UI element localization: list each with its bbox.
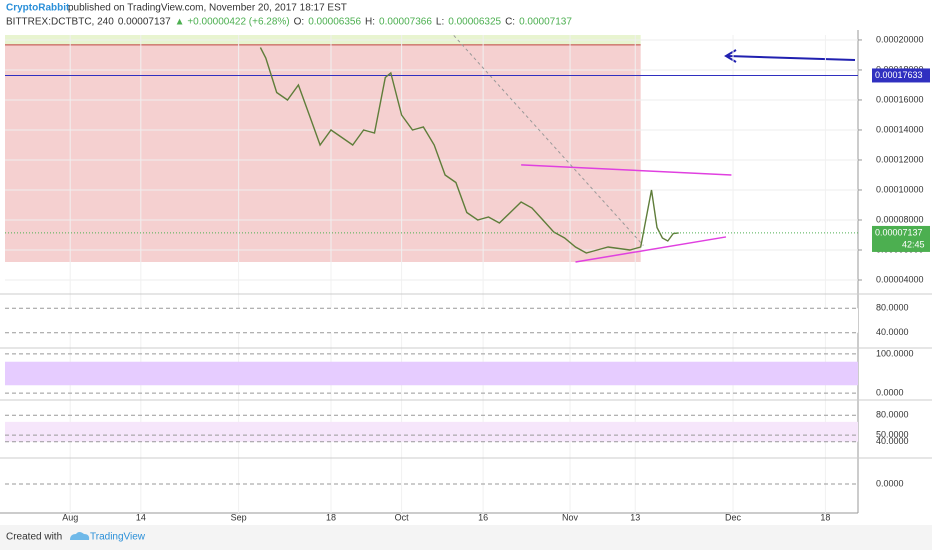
x-tick-label: Dec: [725, 512, 742, 522]
timer-label: 42:45: [902, 239, 925, 249]
header-field: 0.00007137: [519, 17, 572, 28]
footer-bar: [0, 525, 932, 550]
header-field: H:: [365, 17, 375, 28]
last-price-label: 0.00007137: [875, 227, 923, 237]
pane-level-label: 80.0000: [876, 410, 909, 420]
header-field: 0.00006356: [308, 17, 361, 28]
header-field: 0.00006325: [448, 17, 501, 28]
y-tick-label: 0.00016000: [876, 94, 924, 104]
level-label: 0.00017633: [875, 70, 923, 80]
x-tick-label: Oct: [395, 512, 410, 522]
x-tick-label: Sep: [231, 512, 247, 522]
trendline: [453, 35, 644, 246]
trendline: [575, 236, 727, 263]
x-tick-label: 14: [136, 512, 146, 522]
pane-level-label: 50.0000: [876, 430, 909, 440]
published: published on TradingView.com, November 2…: [68, 3, 347, 14]
header-field: O:: [294, 17, 305, 28]
header-field: ▲ +0.00000422 (+6.28%): [175, 17, 290, 28]
header: CryptoRabbit published on TradingView.co…: [6, 3, 347, 14]
pane-level-label: 80.0000: [876, 303, 909, 313]
header-field: 0.00007366: [379, 17, 432, 28]
trendline: [521, 164, 732, 176]
pane-band: [5, 361, 858, 386]
y-tick-label: 0.00008000: [876, 214, 924, 224]
x-tick-label: 18: [326, 512, 336, 522]
footer-created: Created with: [6, 532, 62, 543]
y-tick-label: 0.00010000: [876, 184, 924, 194]
tv-logo: [70, 532, 90, 540]
header-field: BITTREX:DCTBTC, 240: [6, 17, 114, 28]
last-price-tag: [872, 225, 930, 252]
pane-band: [5, 421, 858, 442]
y-tick-label: 0.00020000: [876, 34, 924, 44]
y-tick-label: 0.00004000: [876, 274, 924, 284]
pane-level-label: 0.0000: [876, 387, 904, 397]
arrow: [727, 55, 856, 61]
footer-brand: TradingView: [90, 532, 146, 543]
y-tick-label: 0.00012000: [876, 154, 924, 164]
y-tick-label: 0.00014000: [876, 124, 924, 134]
pane-level-label: 40.0000: [876, 436, 909, 446]
pane-level-label: 100.0000: [876, 348, 914, 358]
zone: [5, 44, 641, 262]
price-line: [259, 47, 679, 254]
x-tick-label: 18: [820, 512, 830, 522]
header-field: 0.00007137: [118, 17, 171, 28]
author: CryptoRabbit: [6, 3, 70, 14]
level-tag: [872, 68, 930, 83]
pane-level-label: 0.0000: [876, 478, 904, 488]
pane-band: [5, 308, 858, 333]
x-tick-label: Aug: [62, 512, 78, 522]
header-field: C:: [505, 17, 515, 28]
header-field: L:: [436, 17, 444, 28]
x-tick-label: 13: [630, 512, 640, 522]
pane-level-label: 40.0000: [876, 327, 909, 337]
x-tick-label: Nov: [562, 512, 579, 522]
x-tick-label: 16: [478, 512, 488, 522]
